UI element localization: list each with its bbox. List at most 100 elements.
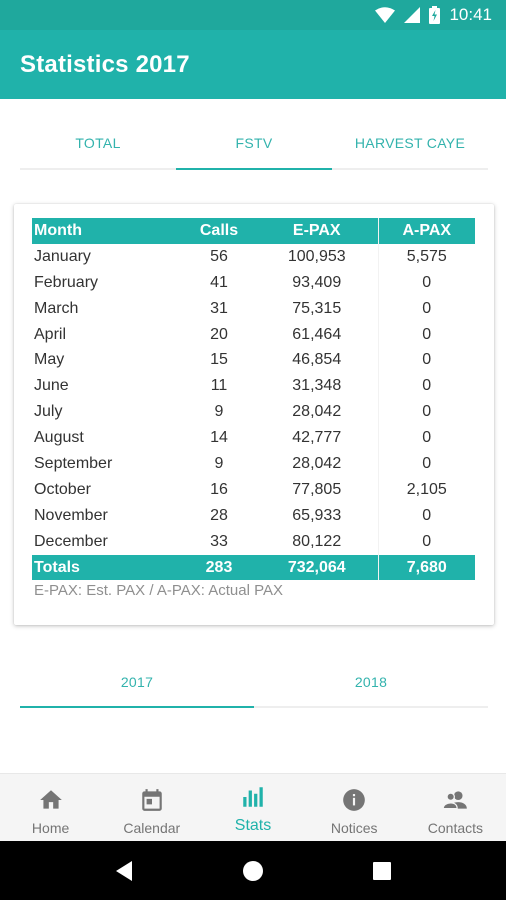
table-row: November 28 65,933 0 bbox=[32, 502, 475, 529]
status-bar: 10:41 bbox=[0, 0, 506, 30]
nav-calendar[interactable]: Calendar bbox=[101, 774, 202, 841]
cell-epax: 75,315 bbox=[292, 299, 342, 317]
tab-fstv[interactable]: FSTV bbox=[176, 118, 332, 170]
cell-apax: 0 bbox=[377, 373, 475, 400]
status-time: 10:41 bbox=[449, 5, 492, 24]
table-row: December 33 80,122 0 bbox=[32, 528, 475, 555]
cell-calls: 20 bbox=[210, 325, 228, 343]
tab-year-2018[interactable]: 2018 bbox=[354, 674, 388, 690]
table-row: February 41 93,409 0 bbox=[32, 269, 475, 296]
cell-apax: 0 bbox=[377, 528, 475, 555]
tab-total[interactable]: TOTAL bbox=[75, 135, 121, 151]
cell-apax: 0 bbox=[377, 321, 475, 348]
cell-month: November bbox=[34, 506, 108, 524]
totals-label: Totals bbox=[32, 554, 182, 581]
calendar-icon bbox=[139, 787, 165, 813]
cell-epax: 61,464 bbox=[292, 325, 342, 343]
stats-card: Month Calls E-PAX A-PAX January 56 100,953… bbox=[14, 204, 494, 625]
cell-calls: 56 bbox=[210, 247, 228, 265]
totals-calls: 283 bbox=[182, 554, 256, 581]
cell-calls: 11 bbox=[210, 377, 228, 395]
cell-apax: 0 bbox=[377, 425, 475, 452]
cell-apax: 0 bbox=[377, 399, 475, 426]
cell-apax: 2,105 bbox=[377, 476, 475, 503]
cell-apax: 0 bbox=[377, 269, 475, 296]
stats-table: Month Calls E-PAX A-PAX January 56 100,953… bbox=[32, 218, 475, 581]
header-epax: E-PAX bbox=[256, 218, 378, 244]
cell-calls: 9 bbox=[214, 454, 224, 472]
cell-calls: 9 bbox=[214, 403, 224, 421]
table-header-row: Month Calls E-PAX A-PAX bbox=[32, 218, 475, 244]
nav-stats-label: Stats bbox=[234, 817, 272, 834]
table-row: June 11 31,348 0 bbox=[32, 373, 475, 400]
page-title: Statistics 2017 bbox=[20, 50, 190, 78]
totals-apax: 7,680 bbox=[377, 554, 475, 581]
contacts-icon bbox=[441, 787, 469, 813]
cell-calls: 15 bbox=[210, 351, 228, 369]
app-bar: Statistics 2017 bbox=[0, 30, 506, 99]
cell-month: February bbox=[34, 273, 99, 291]
cell-apax: 0 bbox=[377, 295, 475, 322]
cell-calls: 33 bbox=[210, 532, 228, 550]
table-body: January 56 100,953 5,575 February 41 93,409 0 Ma… bbox=[32, 243, 475, 555]
table-row: July 9 28,042 0 bbox=[32, 399, 475, 426]
cell-month: May bbox=[34, 351, 65, 369]
cell-calls: 41 bbox=[210, 273, 228, 291]
cell-apax: 5,575 bbox=[377, 243, 475, 270]
bottom-nav: Home Calendar Stats Notices Contacts bbox=[0, 773, 506, 841]
header-calls: Calls bbox=[182, 218, 256, 244]
cell-calls: 16 bbox=[210, 480, 228, 498]
info-icon bbox=[341, 787, 367, 813]
tab-year-2017[interactable]: 2017 bbox=[20, 660, 254, 708]
back-icon[interactable] bbox=[99, 851, 149, 891]
cell-epax: 93,409 bbox=[292, 273, 342, 291]
cell-epax: 80,122 bbox=[292, 532, 342, 550]
table-row: March 31 75,315 0 bbox=[32, 295, 475, 322]
bar-chart-icon bbox=[240, 784, 266, 810]
nav-home[interactable]: Home bbox=[0, 774, 101, 841]
tab-harvest-caye[interactable]: HARVEST CAYE bbox=[354, 135, 466, 151]
cell-epax: 65,933 bbox=[292, 506, 342, 524]
cell-epax: 28,042 bbox=[292, 454, 342, 472]
table-row: September 9 28,042 0 bbox=[32, 451, 475, 477]
home-circle-icon[interactable] bbox=[228, 851, 278, 891]
cell-month: September bbox=[34, 454, 113, 472]
signal-icon bbox=[404, 7, 421, 23]
cell-epax: 28,042 bbox=[292, 403, 342, 421]
table-row: May 15 46,854 0 bbox=[32, 347, 475, 374]
totals-epax: 732,064 bbox=[256, 554, 378, 581]
header-apax: A-PAX bbox=[377, 218, 475, 244]
year-tabs: 2017 2018 bbox=[20, 660, 488, 708]
table-row: January 56 100,953 5,575 bbox=[32, 243, 475, 270]
nav-contacts-label: Contacts bbox=[427, 820, 484, 836]
cell-apax: 0 bbox=[377, 347, 475, 374]
cell-month: December bbox=[34, 532, 108, 550]
system-nav-bar bbox=[0, 841, 506, 900]
location-tabs: TOTAL FSTV HARVEST CAYE bbox=[20, 118, 488, 170]
cell-month: October bbox=[34, 480, 91, 498]
nav-notices[interactable]: Notices bbox=[304, 774, 405, 841]
cell-epax: 77,805 bbox=[292, 480, 342, 498]
cell-month: June bbox=[34, 377, 69, 395]
nav-contacts[interactable]: Contacts bbox=[405, 774, 506, 841]
totals-row: Totals 283 732,064 7,680 bbox=[32, 554, 475, 581]
cell-apax: 0 bbox=[377, 502, 475, 529]
cell-calls: 28 bbox=[210, 506, 228, 524]
cell-month: March bbox=[34, 299, 79, 317]
nav-stats[interactable]: Stats bbox=[202, 774, 303, 841]
cell-epax: 42,777 bbox=[292, 429, 342, 447]
cell-calls: 14 bbox=[210, 429, 228, 447]
cell-month: July bbox=[34, 403, 63, 421]
cell-month: August bbox=[34, 429, 84, 447]
header-month: Month bbox=[32, 218, 182, 244]
nav-calendar-label: Calendar bbox=[123, 820, 181, 836]
table-row: August 14 42,777 0 bbox=[32, 425, 475, 452]
wifi-icon bbox=[375, 7, 396, 23]
legend-note: E-PAX: Est. PAX / A-PAX: Actual PAX bbox=[34, 582, 283, 599]
cell-calls: 31 bbox=[210, 299, 228, 317]
recents-icon[interactable] bbox=[357, 851, 407, 891]
cell-month: January bbox=[34, 247, 91, 265]
home-icon bbox=[38, 787, 64, 813]
table-row: October 16 77,805 2,105 bbox=[32, 476, 475, 503]
cell-epax: 31,348 bbox=[292, 377, 342, 395]
